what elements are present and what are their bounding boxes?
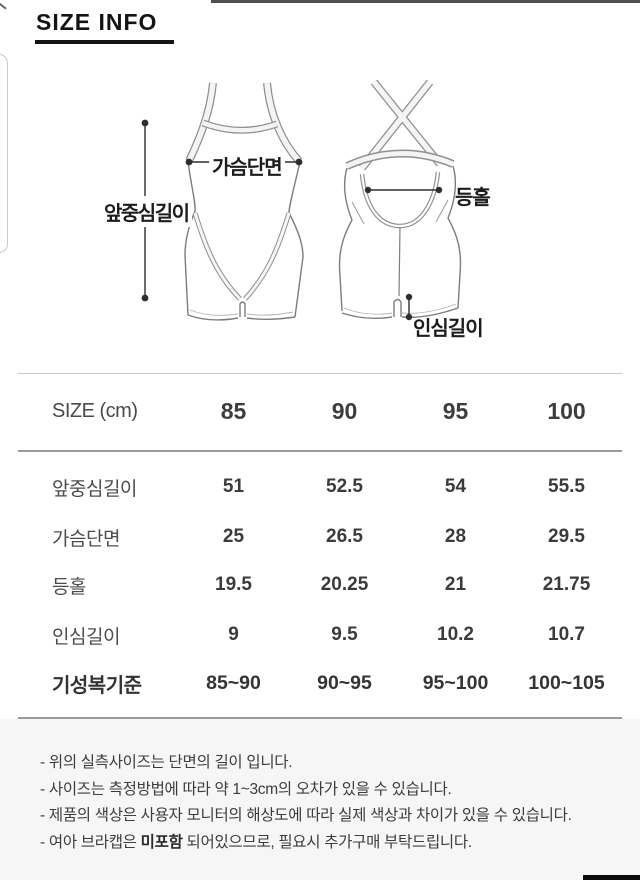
note-line: - 위의 실측사이즈는 단면의 길이 입니다. <box>40 754 293 771</box>
row-value: 9 <box>228 624 239 645</box>
front-center-length-label: 앞중심길이 <box>101 196 192 227</box>
swimsuit-front-view-drawing <box>184 82 304 321</box>
row-value: 21 <box>444 574 467 595</box>
top-left-mark <box>0 2 7 10</box>
chest-width-label: 가슴단면 <box>209 150 285 181</box>
row-value: 25 <box>222 526 245 547</box>
row-value: 95~100 <box>422 671 489 694</box>
note-line: - 제품의 색상은 사용자 모니터의 해상도에 따라 실제 색상과 차이가 있을… <box>40 807 572 824</box>
table-row-back-hole: 등홀 19.5 20.25 21 21.75 <box>18 560 622 610</box>
row-value: 54 <box>444 476 467 497</box>
table-header-divider <box>18 450 622 452</box>
row-value: 20.25 <box>320 574 369 595</box>
note-bold-text: 미포함 <box>140 833 183 851</box>
table-top-divider <box>18 373 622 374</box>
table-row-chest-width: 가슴단면 25 26.5 28 29.5 <box>18 512 622 562</box>
inseam-length-label: 인심길이 <box>413 318 484 340</box>
size-notes-section: - 위의 실측사이즈는 단면의 길이 입니다. - 사이즈는 측정방법에 따라 … <box>0 719 640 880</box>
row-value: 9.5 <box>331 624 358 645</box>
size-header-label: SIZE (cm) <box>52 400 138 422</box>
swimsuit-back-view-drawing <box>338 80 462 320</box>
row-value: 100~105 <box>528 671 605 694</box>
measurement-lines-overlay <box>141 119 443 321</box>
swimsuit-measurement-diagram: 앞중심길이 가슴단면 등홀 인심길이 <box>0 50 640 375</box>
row-value: 10.7 <box>548 624 585 645</box>
row-label: 등홀 <box>52 576 86 598</box>
row-value: 29.5 <box>548 526 585 547</box>
row-label: 가슴단면 <box>52 528 120 550</box>
note-text: 되어있으므로, 필요시 추가구매 부탁드립니다. <box>182 833 473 851</box>
row-value: 51 <box>222 476 245 497</box>
row-value: 28 <box>444 526 467 547</box>
bottom-right-bar-artifact <box>583 875 640 880</box>
table-row-front-center-length: 앞중심길이 51 52.5 54 55.5 <box>18 462 622 512</box>
row-value: 26.5 <box>326 526 363 547</box>
row-value: 52.5 <box>326 476 363 497</box>
size-column-90: 90 <box>331 398 358 424</box>
size-column-100: 100 <box>547 398 586 424</box>
table-bottom-divider <box>18 717 622 719</box>
table-row-inseam: 인심길이 9 9.5 10.2 10.7 <box>18 610 622 660</box>
back-hole-label: 등홀 <box>455 187 491 209</box>
size-column-95: 95 <box>442 398 469 424</box>
table-row-standard-size: 기성복기준 85~90 90~95 95~100 100~105 <box>18 658 622 708</box>
row-label: 인심길이 <box>52 626 120 648</box>
top-border-artifact <box>211 0 640 3</box>
row-value: 85~90 <box>206 671 261 694</box>
note-line: - 사이즈는 측정방법에 따라 약 1~3cm의 오차가 있을 수 있습니다. <box>40 780 452 798</box>
size-column-85: 85 <box>220 398 247 424</box>
row-label: 앞중심길이 <box>52 478 137 500</box>
row-value: 10.2 <box>437 624 474 645</box>
row-value: 55.5 <box>548 476 585 497</box>
row-value: 90~95 <box>317 671 372 694</box>
row-label: 기성복기준 <box>52 674 142 697</box>
note-line: - 여아 브라캡은 미포함 되어있으므로, 필요시 추가구매 부탁드립니다. <box>40 830 620 857</box>
note-text: - 여아 브라캡은 <box>40 833 141 851</box>
size-table-header-row: SIZE (cm) 85 90 95 100 <box>18 373 622 450</box>
title-underline <box>35 40 174 44</box>
page-title: SIZE INFO <box>36 9 158 35</box>
row-value: 21.75 <box>542 574 591 595</box>
row-value: 19.5 <box>215 574 252 595</box>
